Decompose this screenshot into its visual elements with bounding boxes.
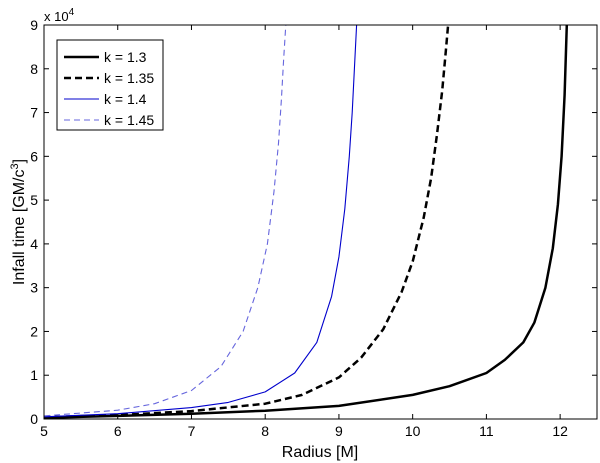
x-tick-label: 12 [552, 423, 568, 439]
legend-label-4: k = 1.45 [104, 112, 154, 128]
legend-label-3: k = 1.4 [104, 91, 147, 107]
x-tick-label: 6 [114, 423, 122, 439]
x-tick-label: 7 [188, 423, 196, 439]
legend-box [56, 39, 164, 131]
series-line-4 [43, 24, 287, 417]
y-tick-label: 0 [30, 411, 38, 427]
x-tick-label: 10 [405, 423, 421, 439]
y-tick-label: 8 [30, 61, 38, 77]
y-axis-label: Infall time [GM/c3] [9, 159, 28, 285]
x-tick-label: 8 [261, 423, 269, 439]
series-line-1 [43, 24, 569, 419]
series-line-2 [43, 24, 450, 419]
y-tick-label: 2 [30, 323, 38, 339]
plot-frame [43, 24, 598, 420]
x-tick-label: 11 [479, 423, 494, 439]
y-tick-label: 1 [30, 367, 38, 383]
y-tick-label: 6 [30, 148, 38, 164]
y-tick-label: 4 [30, 236, 38, 252]
x-axis-label: Radius [M] [282, 444, 358, 461]
y-tick-label: 3 [30, 280, 38, 296]
legend-label-1: k = 1.3 [104, 49, 147, 65]
legend-label-2: k = 1.35 [104, 70, 154, 86]
y-axis-label-main: Infall time [GM/c [11, 170, 28, 286]
series-line-3 [43, 24, 358, 418]
y-axis-label-end: ] [11, 159, 28, 163]
y-axis-label-sup: 3 [9, 163, 21, 169]
x-tick-label: 9 [335, 423, 343, 439]
y-multiplier: x 104 [44, 7, 75, 24]
x-tick-label: 5 [40, 423, 48, 439]
y-tick-label: 7 [30, 105, 38, 121]
y-tick-label: 5 [30, 192, 38, 208]
y-multiplier-exp: 4 [69, 7, 75, 18]
series-layer [43, 24, 569, 419]
y-tick-label: 9 [30, 17, 38, 33]
legend: k = 1.3 k = 1.35 k = 1.4 k = 1.45 [56, 39, 164, 131]
y-multiplier-base: x 10 [44, 9, 69, 24]
